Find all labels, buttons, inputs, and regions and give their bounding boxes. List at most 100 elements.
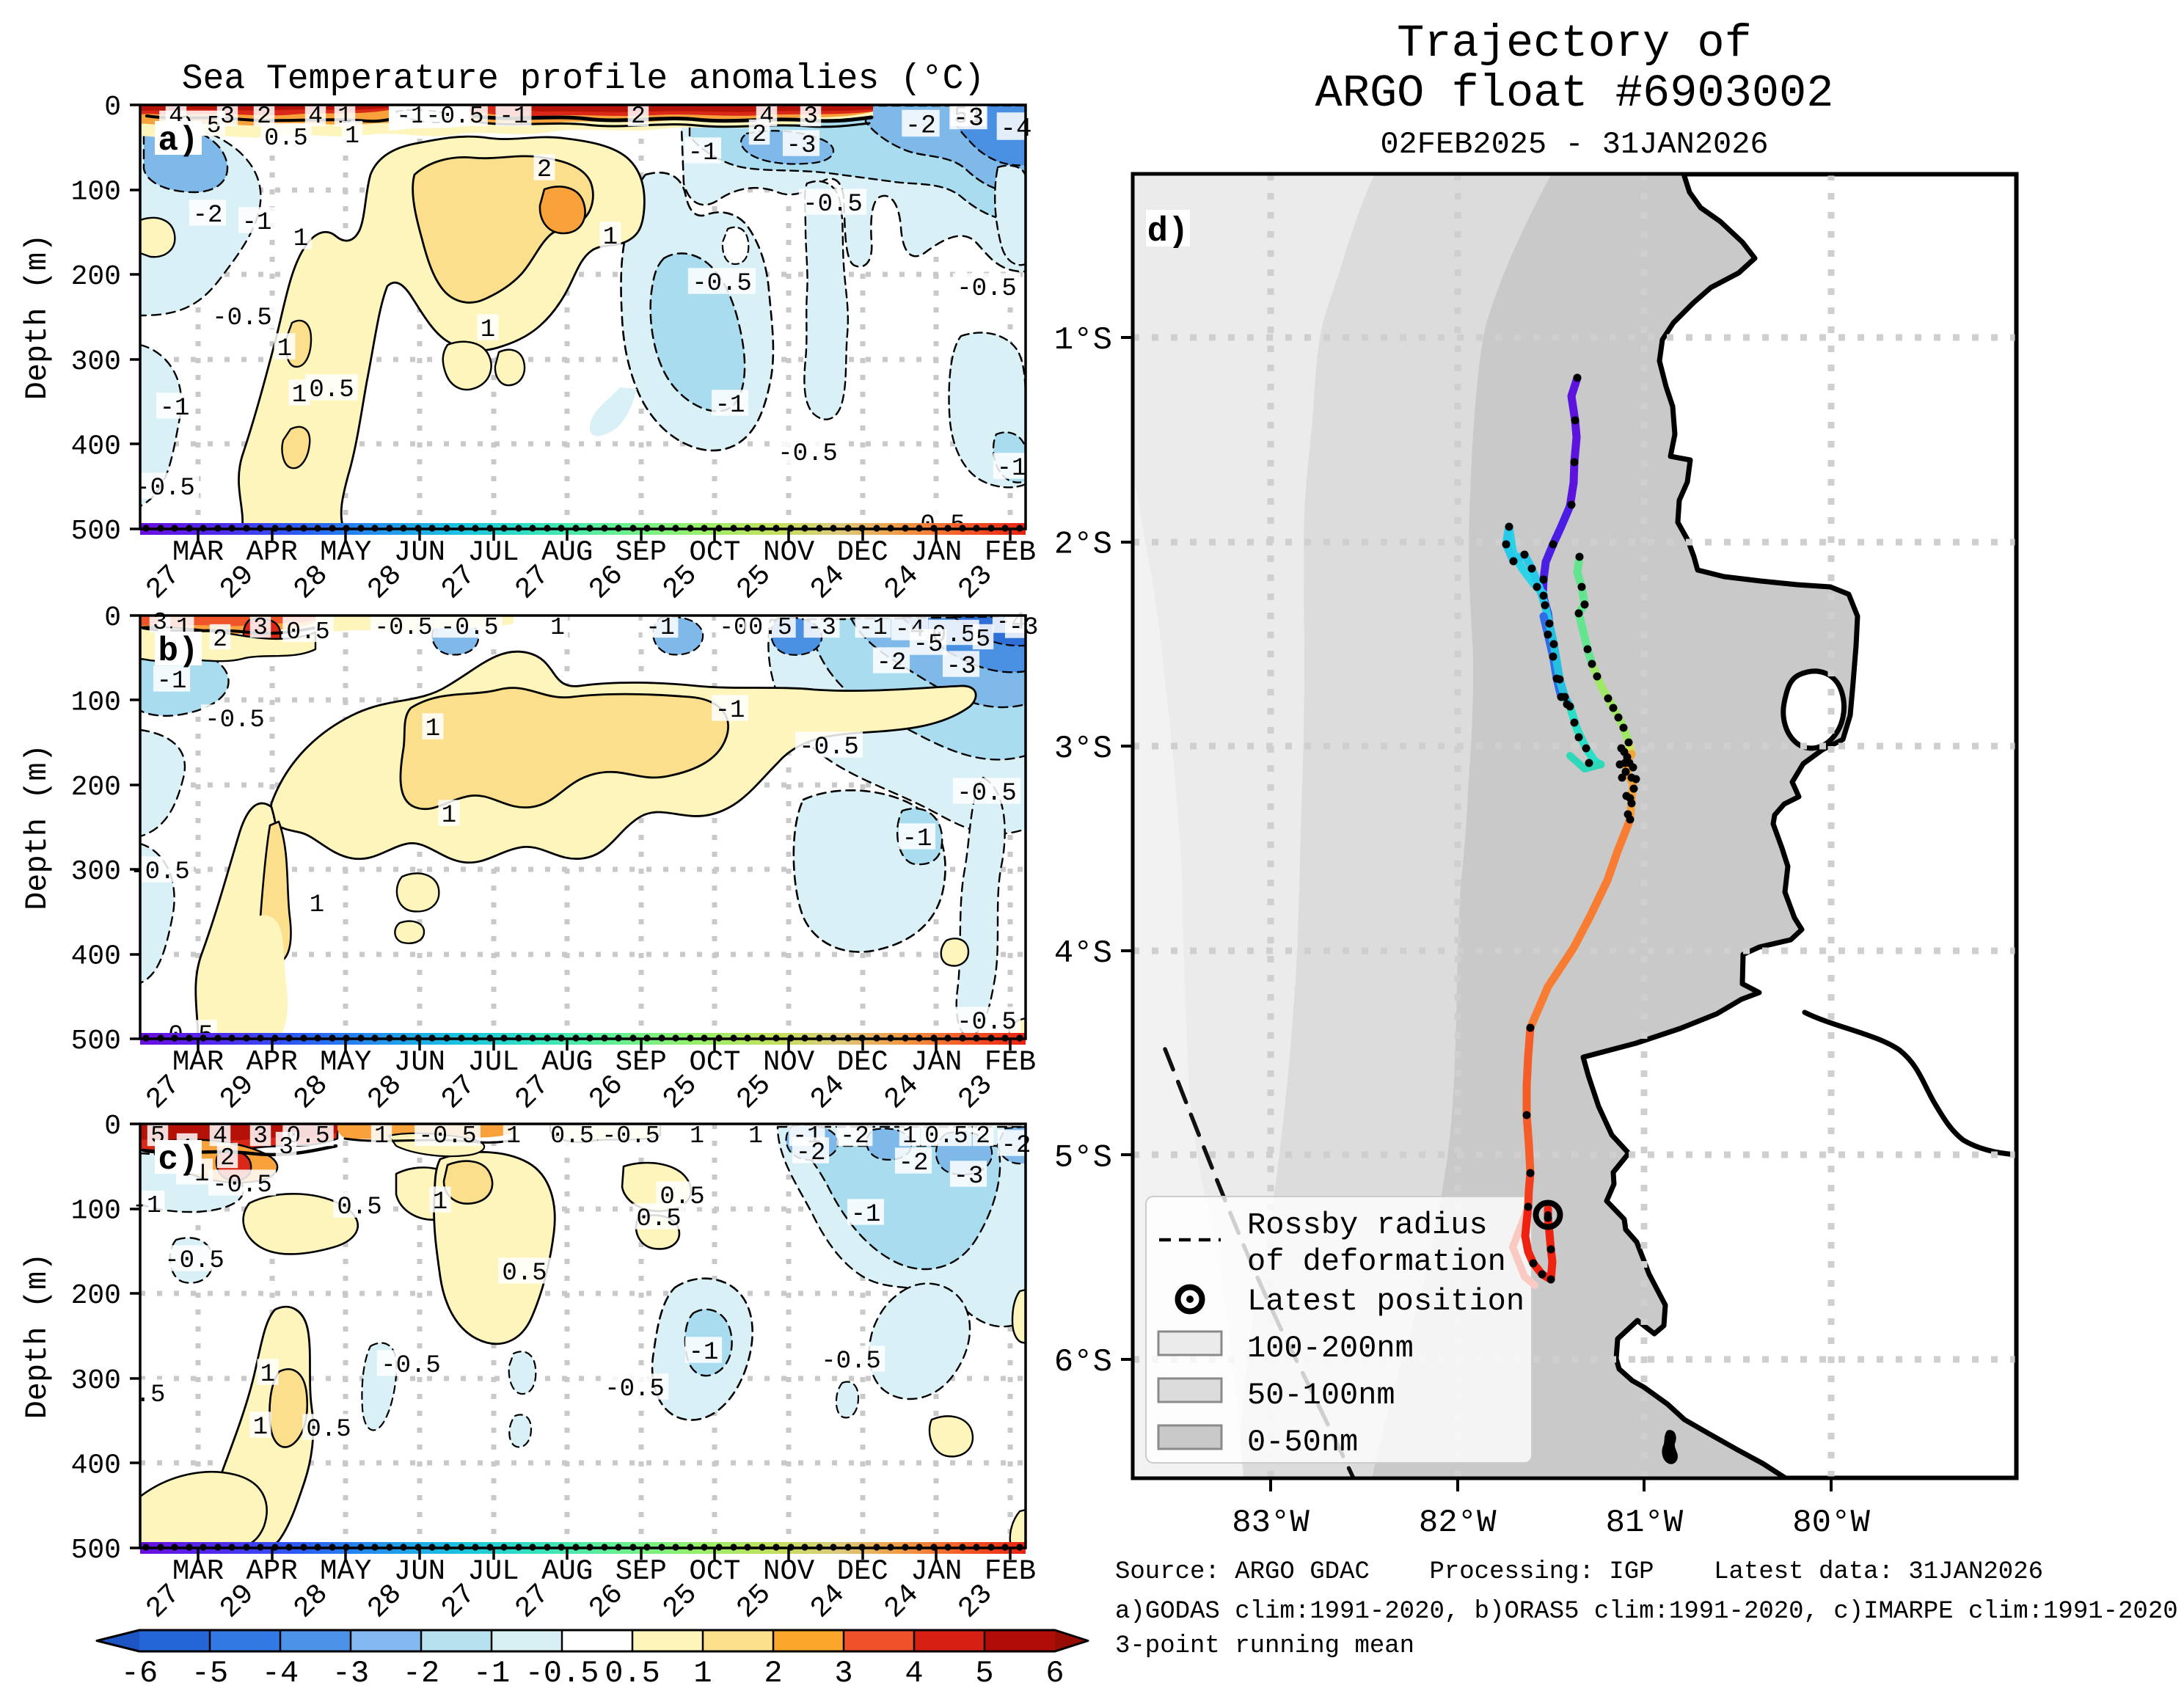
svg-text:1: 1 [693, 1656, 712, 1691]
svg-text:Depth (m): Depth (m) [20, 744, 55, 910]
svg-text:6°S: 6°S [1054, 1344, 1112, 1381]
svg-text:1°S: 1°S [1054, 322, 1112, 359]
svg-text:-0.5: -0.5 [957, 275, 1017, 303]
svg-text:-3: -3 [954, 1163, 984, 1191]
svg-text:3: 3 [253, 614, 268, 641]
svg-text:-5: -5 [913, 631, 943, 659]
svg-text:200: 200 [71, 772, 121, 803]
svg-text:Trajectory of: Trajectory of [1397, 18, 1752, 70]
svg-text:DEC: DEC [837, 1555, 888, 1588]
svg-text:400: 400 [71, 431, 121, 462]
svg-text:DEC: DEC [837, 1046, 888, 1078]
svg-text:AUG: AUG [541, 1046, 593, 1078]
svg-text:-1: -1 [132, 1192, 161, 1219]
svg-text:0.5: 0.5 [337, 1194, 381, 1221]
svg-text:5°S: 5°S [1054, 1139, 1112, 1176]
svg-text:-0.5: -0.5 [418, 1122, 476, 1150]
svg-text:3°S: 3°S [1054, 731, 1112, 767]
svg-text:80°W: 80°W [1792, 1505, 1870, 1541]
svg-text:1: 1 [293, 225, 308, 253]
svg-text:-0.5: -0.5 [374, 614, 432, 641]
svg-text:-1: -1 [688, 139, 718, 167]
svg-text:300: 300 [71, 856, 121, 888]
svg-text:-1: -1 [499, 103, 528, 130]
svg-text:JUN: JUN [394, 1046, 445, 1078]
svg-text:1: 1 [902, 1122, 917, 1150]
svg-text:0: 0 [104, 1111, 121, 1142]
svg-text:02FEB2025 - 31JAN2026: 02FEB2025 - 31JAN2026 [1380, 127, 1768, 162]
svg-text:-3: -3 [786, 132, 817, 160]
svg-text:0-50nm: 0-50nm [1247, 1425, 1358, 1460]
svg-text:-3: -3 [1009, 614, 1039, 642]
svg-text:-0.5: -0.5 [821, 1348, 881, 1376]
svg-text:0.5: 0.5 [306, 1416, 351, 1444]
svg-text:JUL: JUL [467, 1555, 519, 1588]
svg-text:100: 100 [71, 1196, 121, 1227]
svg-text:-1: -1 [473, 1656, 510, 1691]
svg-text:APR: APR [246, 536, 298, 569]
svg-text:500: 500 [71, 516, 121, 547]
svg-text:APR: APR [246, 1046, 298, 1078]
svg-text:6: 6 [1045, 1656, 1064, 1691]
svg-text:MAY: MAY [320, 1046, 371, 1078]
svg-text:1: 1 [603, 224, 618, 252]
svg-text:SEP: SEP [616, 1046, 667, 1078]
svg-text:1: 1 [345, 123, 359, 150]
svg-text:Depth (m): Depth (m) [20, 1253, 55, 1420]
svg-text:-0.5: -0.5 [957, 1009, 1017, 1037]
svg-text:-0.5: -0.5 [605, 1376, 665, 1403]
svg-text:-0.5: -0.5 [212, 1172, 272, 1199]
svg-text:-2: -2 [877, 649, 907, 677]
svg-text:JUL: JUL [467, 536, 519, 569]
svg-text:50-100nm: 50-100nm [1247, 1378, 1395, 1413]
svg-text:a)GODAS clim:1991-2020, b)ORAS: a)GODAS clim:1991-2020, b)ORAS5 clim:199… [1115, 1598, 2178, 1626]
svg-text:-2: -2 [840, 1122, 869, 1150]
svg-text:-3: -3 [953, 104, 984, 134]
svg-text:0.5: 0.5 [550, 1122, 594, 1150]
svg-text:1: 1 [690, 1122, 704, 1150]
svg-text:2: 2 [537, 156, 552, 184]
svg-text:1: 1 [506, 1122, 521, 1150]
svg-text:0.5: 0.5 [636, 1205, 681, 1233]
svg-text:82°W: 82°W [1419, 1505, 1497, 1541]
svg-text:-0.5: -0.5 [803, 191, 863, 219]
svg-text:Rossby radius: Rossby radius [1247, 1208, 1488, 1243]
svg-text:DEC: DEC [837, 536, 888, 569]
svg-text:JAN: JAN [910, 1555, 962, 1588]
svg-text:300: 300 [71, 346, 121, 378]
svg-text:0.5: 0.5 [924, 1122, 968, 1150]
svg-text:MAY: MAY [320, 536, 371, 569]
svg-text:2: 2 [631, 103, 646, 130]
svg-text:Sea Temperature profile anomal: Sea Temperature profile anomalies (°C) [182, 59, 985, 99]
svg-text:1: 1 [442, 802, 456, 830]
svg-text:-6: -6 [121, 1656, 158, 1691]
svg-text:3: 3 [834, 1656, 852, 1691]
svg-text:of deformation: of deformation [1247, 1244, 1506, 1279]
svg-text:2: 2 [220, 1144, 235, 1172]
svg-text:-2: -2 [796, 1139, 826, 1167]
svg-text:4: 4 [308, 103, 323, 130]
svg-text:-1: -1 [160, 395, 190, 423]
svg-text:100: 100 [71, 177, 121, 208]
svg-text:1: 1 [292, 381, 307, 409]
svg-text:4: 4 [905, 1656, 923, 1691]
svg-text:AUG: AUG [541, 1555, 593, 1588]
svg-text:-2: -2 [905, 112, 936, 141]
svg-text:-5: -5 [191, 1656, 228, 1691]
svg-text:MAR: MAR [172, 1555, 224, 1588]
svg-text:1: 1 [253, 1414, 268, 1442]
svg-text:0.5: 0.5 [264, 125, 307, 152]
svg-text:1: 1 [481, 316, 495, 344]
svg-text:MAR: MAR [172, 1046, 224, 1078]
svg-text:400: 400 [71, 1450, 121, 1481]
svg-text:NOV: NOV [763, 536, 815, 569]
svg-text:1: 1 [374, 1122, 389, 1150]
svg-text:OCT: OCT [689, 1555, 740, 1588]
svg-text:-0.5: -0.5 [135, 475, 195, 503]
svg-text:Source: ARGO GDAC Processin: Source: ARGO GDAC Processing: IGP Latest… [1115, 1558, 2043, 1586]
svg-text:500: 500 [71, 1535, 121, 1566]
svg-text:0.5: 0.5 [502, 1260, 547, 1288]
svg-text:-1: -1 [851, 1201, 881, 1229]
svg-text:JAN: JAN [910, 536, 962, 569]
svg-text:-0.5: -0.5 [525, 1656, 599, 1691]
